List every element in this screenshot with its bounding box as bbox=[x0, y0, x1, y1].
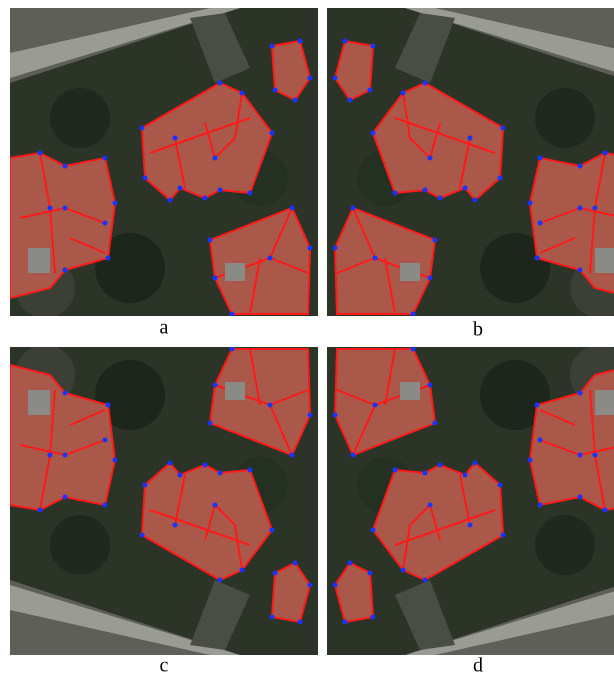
panel-image bbox=[10, 345, 318, 655]
panel-image bbox=[10, 8, 318, 318]
panel-label: b bbox=[473, 319, 483, 341]
panel-image bbox=[327, 8, 614, 318]
figure: a b c d bbox=[0, 0, 614, 677]
panel-image bbox=[327, 345, 614, 655]
panel-label: a bbox=[160, 317, 169, 339]
panel-label: d bbox=[473, 655, 483, 677]
figure-canvas: a b c d bbox=[0, 0, 614, 677]
panel-label: c bbox=[160, 655, 169, 677]
